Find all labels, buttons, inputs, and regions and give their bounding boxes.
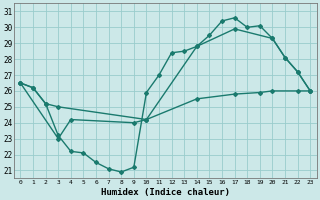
X-axis label: Humidex (Indice chaleur): Humidex (Indice chaleur)	[101, 188, 230, 197]
